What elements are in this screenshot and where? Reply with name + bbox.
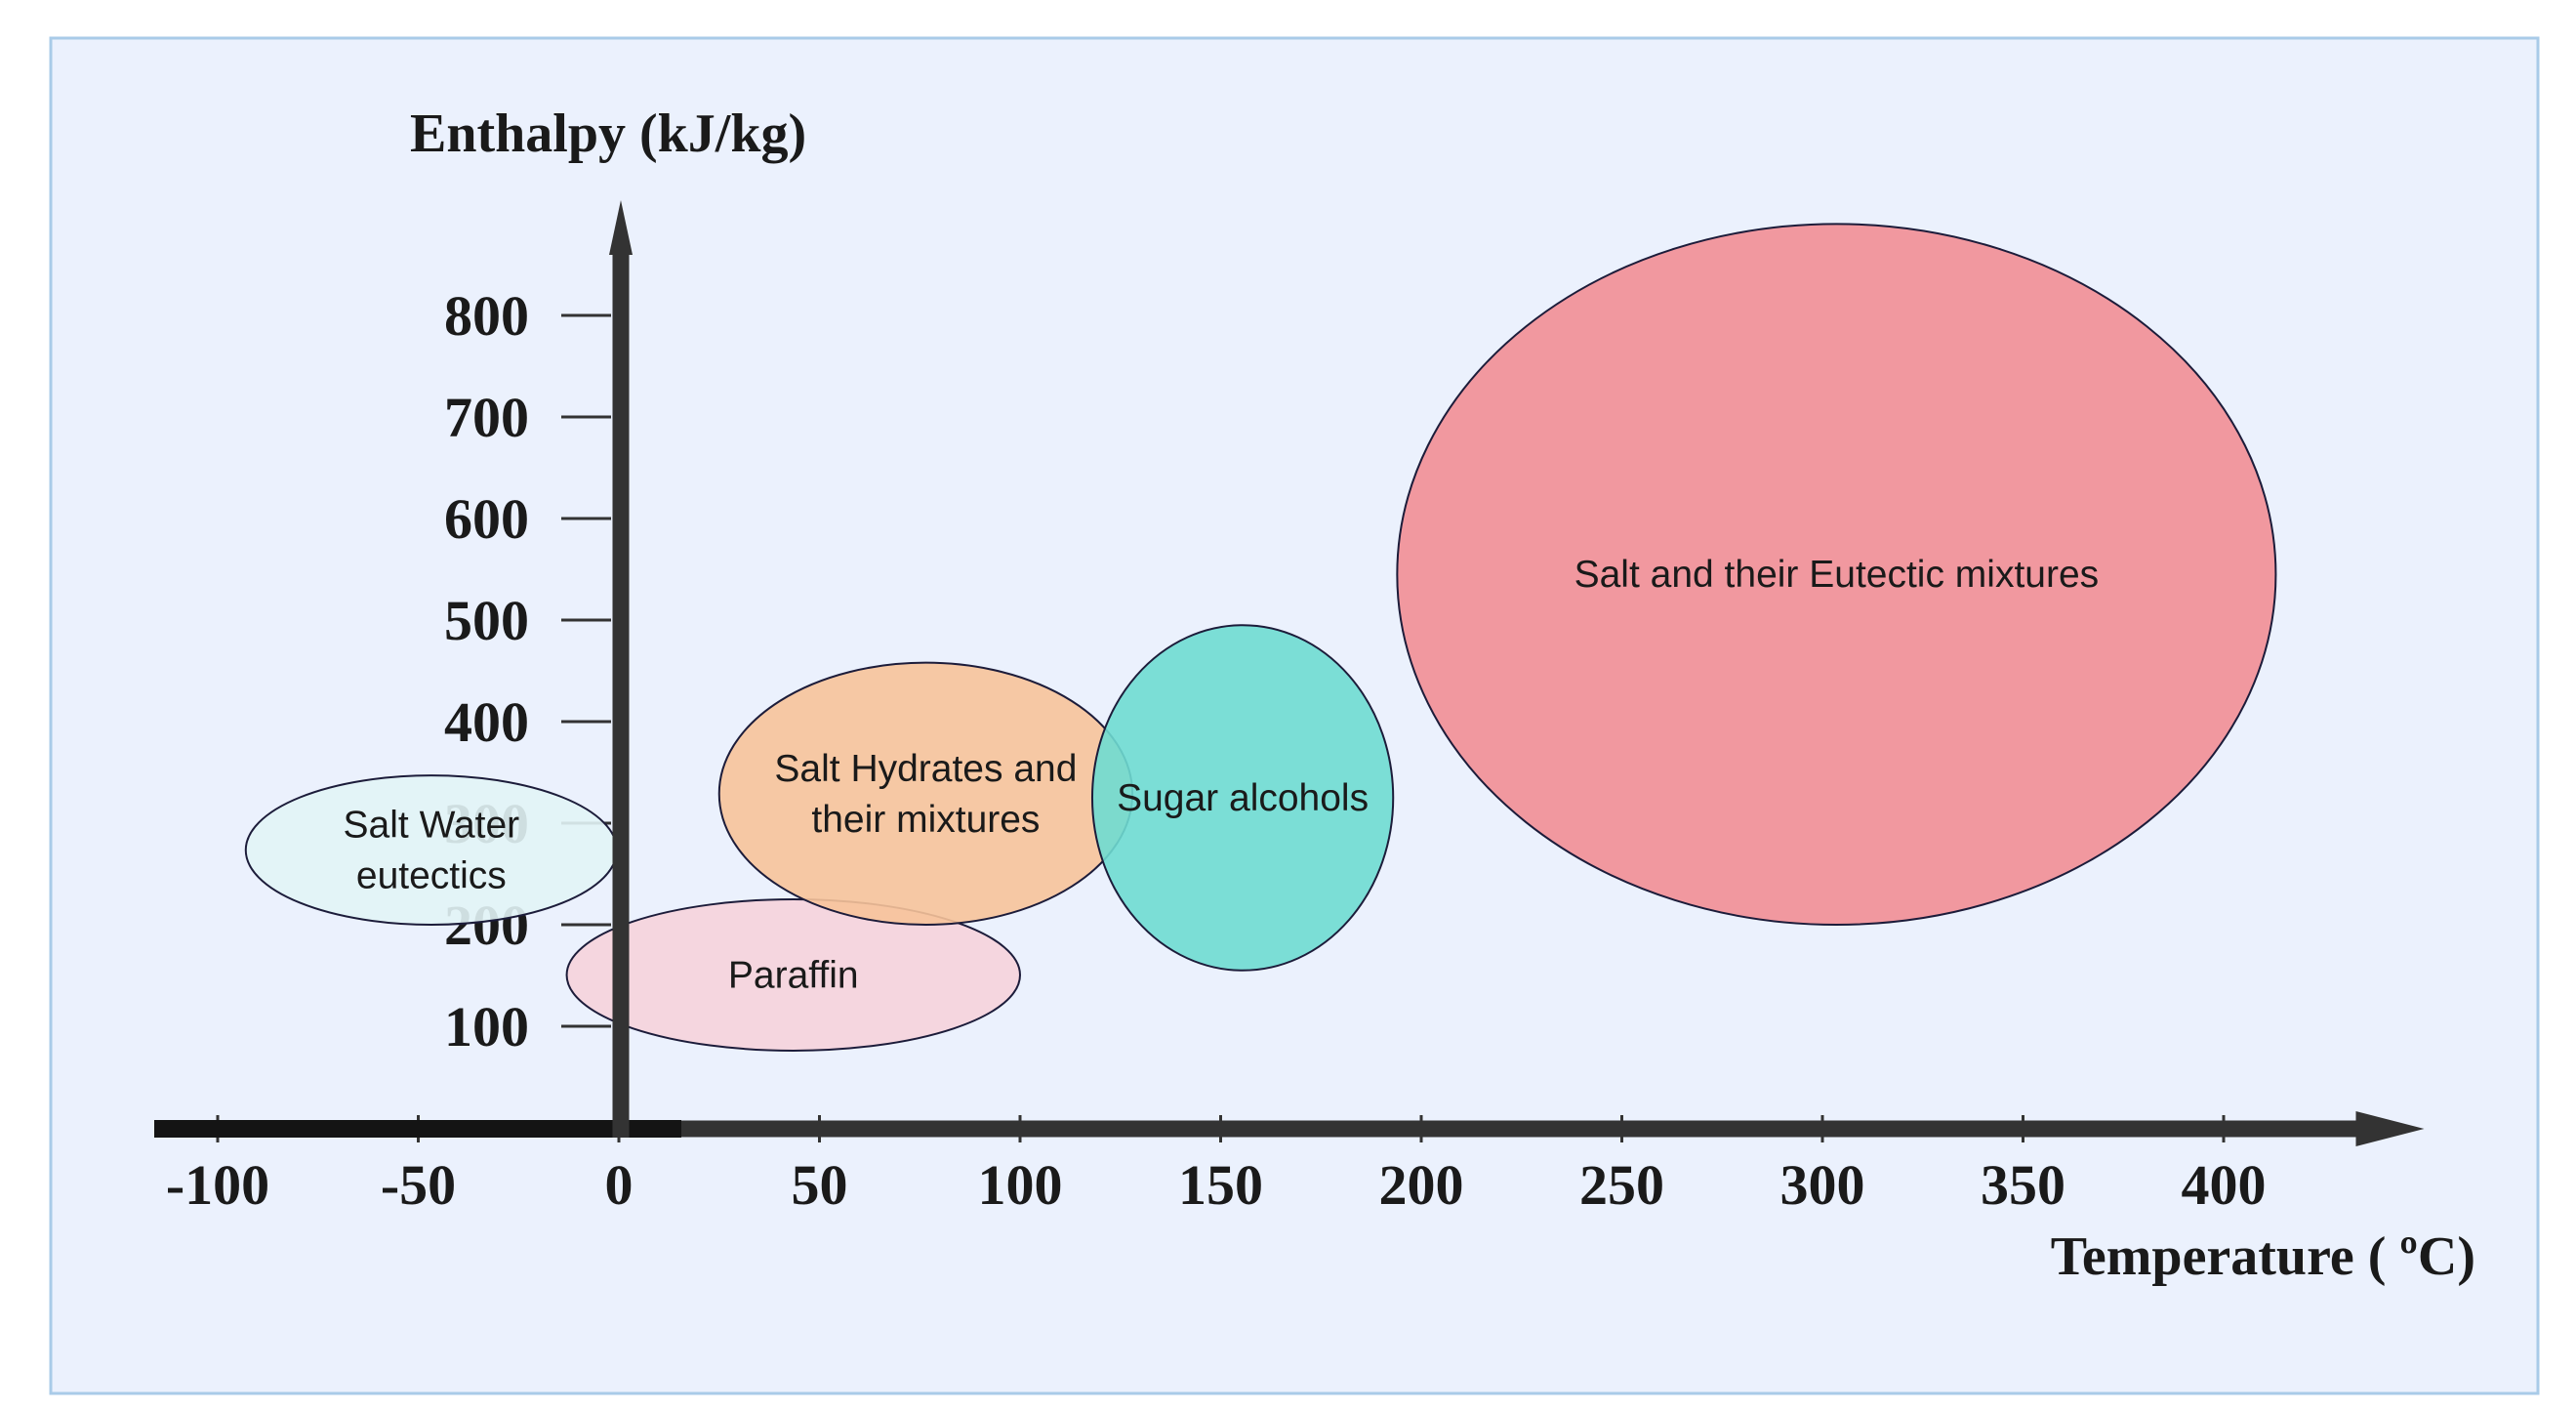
y-tick-label: 500	[444, 589, 529, 652]
region-label: Salt and their Eutectic mixtures	[1574, 554, 2100, 596]
y-tick-label: 800	[444, 284, 529, 348]
region-label: eutectics	[356, 855, 507, 897]
y-tick-label: 100	[444, 995, 529, 1058]
region-label: Sugar alcohols	[1117, 777, 1369, 819]
x-tick-label: 50	[792, 1153, 848, 1217]
x-axis-arrowhead	[2355, 1111, 2425, 1146]
x-tick-label: -50	[381, 1153, 456, 1217]
x-tick-label: -100	[166, 1153, 269, 1217]
x-tick-label: 400	[2182, 1153, 2267, 1217]
x-tick-label: 350	[1981, 1153, 2065, 1217]
region-ellipse	[244, 774, 618, 926]
region-label: Salt Water	[344, 805, 520, 847]
x-tick-label: 0	[605, 1153, 634, 1217]
region-ellipse	[565, 898, 1021, 1052]
plot-layer: 100 200 300 400 500 600 700 800 -100 -50 0 50 100 150…	[154, 200, 2425, 1217]
y-tick-label: 600	[444, 487, 529, 551]
x-tick-label: 100	[978, 1153, 1063, 1217]
y-axis-arrowhead	[609, 200, 633, 255]
region-ellipse	[717, 661, 1134, 927]
y-tick-label: 400	[444, 690, 529, 754]
region-label: Salt Hydrates and	[774, 748, 1077, 790]
x-tick-label: 150	[1178, 1153, 1263, 1217]
x-axis-segment	[154, 1120, 681, 1138]
region-label: their mixtures	[811, 799, 1040, 841]
x-tick-label: 250	[1579, 1153, 1664, 1217]
region-label: Paraffin	[728, 954, 859, 996]
region-ellipse	[1396, 223, 2277, 926]
y-tick-label: 700	[444, 386, 529, 449]
x-tick-label: 300	[1780, 1153, 1865, 1217]
x-axis-title: Temperature ( ºC)	[2051, 1226, 2475, 1287]
region-ellipse	[1090, 624, 1395, 972]
x-tick-label: 200	[1379, 1153, 1464, 1217]
y-axis-title: Enthalpy (kJ/kg)	[410, 104, 806, 164]
